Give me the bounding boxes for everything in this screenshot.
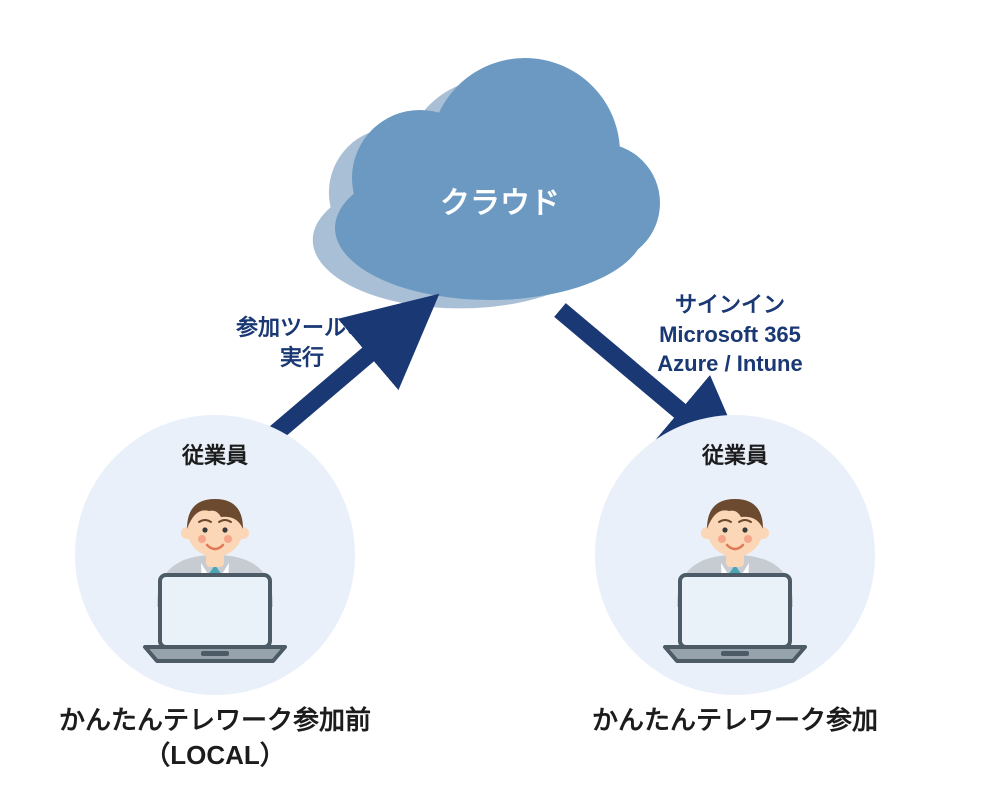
employee-label-right: 従業員 <box>655 438 815 470</box>
arrow-right-label: サインイン Microsoft 365 Azure / Intune <box>600 290 860 379</box>
cloud-label: クラウド <box>400 178 600 222</box>
caption-left: かんたんテレワーク参加前 （LOCAL） <box>35 703 395 773</box>
employee-label-left: 従業員 <box>135 438 295 470</box>
arrow-left-label: 参加ツールの 実行 <box>202 313 402 372</box>
caption-right: かんたんテレワーク参加 <box>555 703 915 738</box>
diagram-canvas: クラウド 参加ツールの 実行 サインイン Microsoft 365 Azure… <box>0 0 999 788</box>
diagram-svg <box>0 0 999 788</box>
